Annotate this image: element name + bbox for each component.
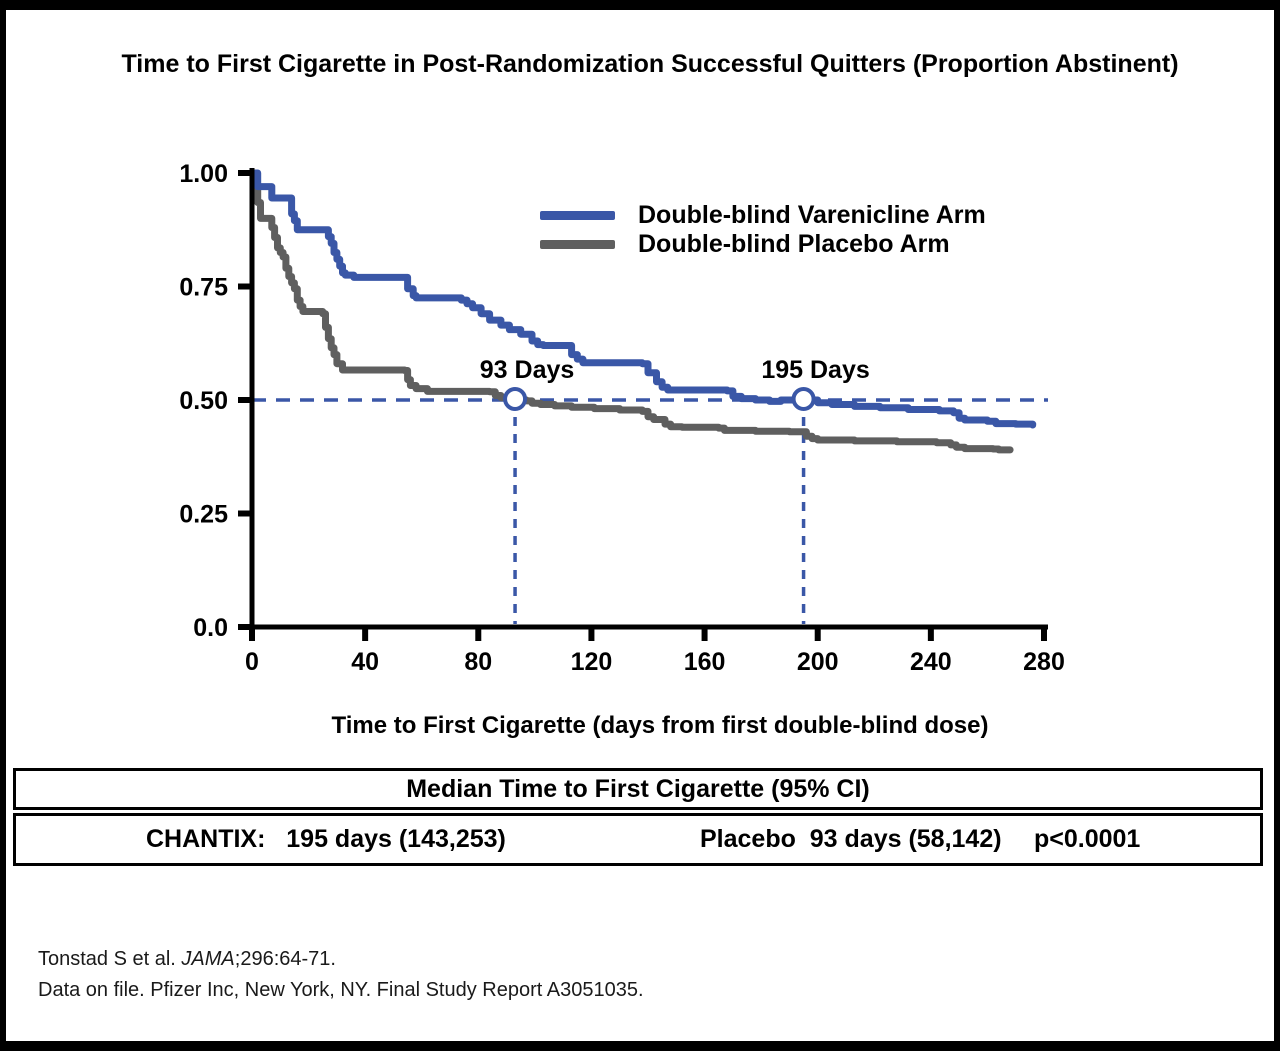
footnote: Tonstad S et al. JAMA;296:64-71. Data on… [38,944,644,1006]
y-tick-label: 0.25 [179,501,228,529]
legend-item-varenicline: Double-blind Varenicline Arm [540,201,986,230]
km-survival-chart: 93 Days 195 Days 0.0 0.25 0.50 0.75 1.00 0 40 80 1… [179,160,1065,676]
y-tick-label: 1.00 [179,160,228,188]
median-label: 93 Days [480,356,575,384]
y-tick-label: 0.75 [179,274,228,302]
table-header: Median Time to First Cigarette (95% CI) [13,768,1263,810]
chart-legend: Double-blind Varenicline Arm Double-blin… [540,201,986,259]
pvalue-cell: p<0.0001 [1034,825,1141,853]
median-marker [503,387,528,411]
legend-item-placebo: Double-blind Placebo Arm [540,230,986,259]
chantix-median-cell: CHANTIX: 195 days (143,253) [146,825,506,853]
x-tick-label: 0 [245,648,259,676]
x-axis-label: Time to First Cigarette (days from first… [331,712,989,739]
median-label: 195 Days [761,356,869,384]
x-tick-label: 40 [351,648,379,676]
varenicline-line-swatch [540,211,615,220]
data-on-file-line: Data on file. Pfizer Inc, New York, NY. … [38,979,644,1001]
x-tick-label: 160 [684,648,726,676]
citation-text: Tonstad S et al. [38,948,182,970]
citation-line: Tonstad S et al. JAMA;296:64-71. [38,944,644,975]
chart-title: Time to First Cigarette in Post-Randomiz… [121,50,1179,78]
x-tick-label: 280 [1023,648,1065,676]
citation-pages: ;296:64-71. [234,948,336,970]
placebo-median-cell: Placebo 93 days (58,142) [700,825,1002,853]
median-marker [791,387,816,411]
x-tick-label: 240 [910,648,952,676]
y-tick-label: 0.50 [179,387,228,415]
x-tick-label: 200 [797,648,839,676]
placebo-line-swatch [540,240,615,249]
journal-name: JAMA [181,948,235,970]
x-tick-label: 80 [464,648,492,676]
median-table: Median Time to First Cigarette (95% CI) … [13,768,1263,866]
series-line-double-blind-varenicline-arm [248,169,1037,429]
y-tick-label: 0.0 [193,614,228,642]
table-row: CHANTIX: 195 days (143,253) Placebo 93 d… [13,813,1263,866]
legend-label-varenicline: Double-blind Varenicline Arm [638,201,986,229]
series-line-double-blind-placebo-arm [248,169,1014,454]
legend-label-placebo: Double-blind Placebo Arm [638,230,950,258]
x-tick-label: 120 [571,648,613,676]
